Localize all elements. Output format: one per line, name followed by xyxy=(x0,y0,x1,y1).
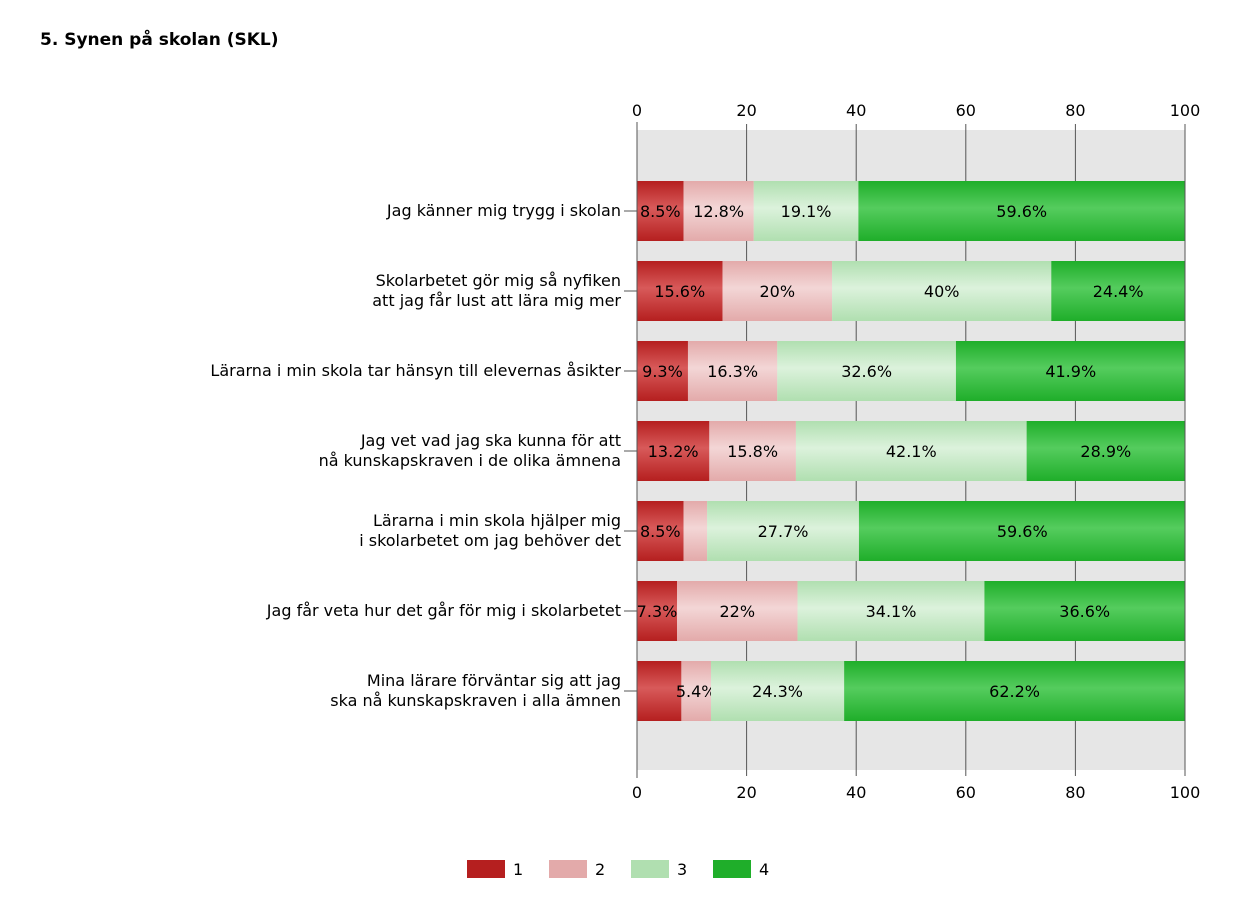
data-label: 8.5% xyxy=(640,202,681,221)
legend-label: 1 xyxy=(513,860,523,879)
bar-segment-2 xyxy=(683,181,754,241)
bar-segment-1 xyxy=(637,661,682,721)
category-label: Lärarna i min skola hjälper mig xyxy=(373,511,621,530)
x-tick-label-bottom: 60 xyxy=(956,783,976,802)
data-label: 40% xyxy=(924,282,960,301)
legend-swatch-1 xyxy=(467,860,505,878)
data-label: 28.9% xyxy=(1080,442,1131,461)
bar-segment-4 xyxy=(844,661,1185,721)
bar-segment-1 xyxy=(637,421,710,481)
x-tick-label-top: 40 xyxy=(846,101,866,120)
x-tick-label-top: 20 xyxy=(736,101,756,120)
category-label: i skolarbetet om jag behöver det xyxy=(359,531,621,550)
bar-segment-2 xyxy=(722,261,833,321)
x-tick-label-bottom: 20 xyxy=(736,783,756,802)
legend-label: 2 xyxy=(595,860,605,879)
x-tick-label-bottom: 100 xyxy=(1170,783,1201,802)
legend-swatch-2 xyxy=(549,860,587,878)
x-tick-label-bottom: 0 xyxy=(632,783,642,802)
data-label: 59.6% xyxy=(997,522,1048,541)
bar-segment-1 xyxy=(637,341,688,401)
data-label: 34.1% xyxy=(866,602,917,621)
data-label: 15.6% xyxy=(654,282,705,301)
data-label: 5.4% xyxy=(676,682,717,701)
data-label: 24.4% xyxy=(1093,282,1144,301)
bar-segment-1 xyxy=(637,261,723,321)
bar-segment-2 xyxy=(687,341,778,401)
bar-segment-3 xyxy=(710,661,845,721)
bar-segment-2 xyxy=(683,501,708,561)
x-tick-label-top: 80 xyxy=(1065,101,1085,120)
bar-segment-3 xyxy=(832,261,1052,321)
bar-segment-2 xyxy=(677,581,798,641)
data-label: 8.5% xyxy=(640,522,681,541)
x-tick-label-top: 0 xyxy=(632,101,642,120)
data-label: 20% xyxy=(760,282,796,301)
data-label: 22% xyxy=(720,602,756,621)
legend-label: 4 xyxy=(759,860,769,879)
bar-segment-4 xyxy=(1026,421,1185,481)
data-label: 27.7% xyxy=(758,522,809,541)
bar-segment-2 xyxy=(709,421,796,481)
bar-segment-1 xyxy=(637,501,684,561)
bar-segment-1 xyxy=(637,581,678,641)
data-label: 24.3% xyxy=(752,682,803,701)
x-tick-label-bottom: 80 xyxy=(1065,783,1085,802)
data-label: 36.6% xyxy=(1059,602,1110,621)
bar-segment-1 xyxy=(637,181,684,241)
data-label: 32.6% xyxy=(841,362,892,381)
bar-segment-4 xyxy=(858,181,1185,241)
data-label: 16.3% xyxy=(707,362,758,381)
bar-segment-4 xyxy=(955,341,1186,401)
data-label: 42.1% xyxy=(886,442,937,461)
category-label: Skolarbetet gör mig så nyfiken xyxy=(376,271,621,290)
data-label: 41.9% xyxy=(1045,362,1096,381)
data-label: 15.8% xyxy=(727,442,778,461)
legend-swatch-4 xyxy=(713,860,751,878)
data-label: 9.3% xyxy=(642,362,683,381)
category-label: nå kunskapskraven i de olika ämnena xyxy=(319,451,621,470)
bar-segment-2 xyxy=(681,661,711,721)
category-label: Jag känner mig trygg i skolan xyxy=(386,201,621,220)
category-label: Jag får veta hur det går för mig i skola… xyxy=(266,601,621,620)
category-label: ska nå kunskapskraven i alla ämnen xyxy=(330,691,621,710)
bar-segment-3 xyxy=(777,341,956,401)
x-tick-label-top: 60 xyxy=(956,101,976,120)
category-label: Lärarna i min skola tar hänsyn till elev… xyxy=(210,361,621,380)
bar-segment-4 xyxy=(984,581,1185,641)
category-label: Mina lärare förväntar sig att jag xyxy=(367,671,621,690)
data-label: 62.2% xyxy=(989,682,1040,701)
bar-segment-3 xyxy=(795,421,1027,481)
x-tick-label-bottom: 40 xyxy=(846,783,866,802)
bar-segment-4 xyxy=(1051,261,1185,321)
data-label: 59.6% xyxy=(996,202,1047,221)
data-label: 12.8% xyxy=(693,202,744,221)
data-label: 19.1% xyxy=(781,202,832,221)
legend-swatch-3 xyxy=(631,860,669,878)
category-label: att jag får lust att lära mig mer xyxy=(372,291,621,310)
category-label: Jag vet vad jag ska kunna för att xyxy=(360,431,621,450)
page-title: 5. Synen på skolan (SKL) xyxy=(40,30,279,50)
bar-segment-4 xyxy=(858,501,1186,561)
legend-label: 3 xyxy=(677,860,687,879)
x-tick-label-top: 100 xyxy=(1170,101,1201,120)
bar-segment-3 xyxy=(753,181,859,241)
bar-segment-3 xyxy=(797,581,985,641)
data-label: 13.2% xyxy=(648,442,699,461)
data-label: 7.3% xyxy=(637,602,678,621)
bar-segment-3 xyxy=(707,501,859,561)
